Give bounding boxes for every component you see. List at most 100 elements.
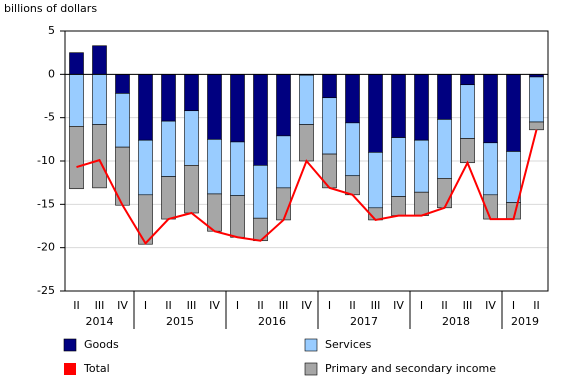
bar-segment xyxy=(299,74,314,125)
bar-segment xyxy=(207,139,222,195)
legend-label: Primary and secondary income xyxy=(325,362,496,375)
bar-segment xyxy=(69,52,84,75)
bar-segment xyxy=(161,120,176,177)
x-tick-label: III xyxy=(371,299,381,312)
bar-segment xyxy=(506,74,521,152)
bar-segment xyxy=(437,178,452,209)
bar-segment xyxy=(483,142,498,196)
bar-segment xyxy=(92,124,107,189)
legend-label: Total xyxy=(83,362,110,375)
legend-swatch xyxy=(304,338,318,352)
bar-segment xyxy=(230,74,245,143)
y-tick-label: 5 xyxy=(48,24,55,37)
y-tick-label: -15 xyxy=(37,197,55,210)
bar-segment xyxy=(161,74,176,122)
bar-segment xyxy=(161,176,176,220)
x-tick-label: II xyxy=(349,299,356,312)
bar-segment xyxy=(207,193,222,232)
x-tick-label: IV xyxy=(485,299,496,312)
x-tick-label: II xyxy=(165,299,172,312)
y-tick-label: -10 xyxy=(37,154,55,167)
bar-segment xyxy=(299,124,314,162)
bar-segment xyxy=(437,119,452,179)
bar-segment xyxy=(138,139,153,196)
bar-segment xyxy=(414,139,429,193)
bar-segment xyxy=(345,122,360,177)
x-group-label: 2015 xyxy=(166,315,194,328)
legend-label: Services xyxy=(325,338,372,351)
legend-label: Goods xyxy=(84,338,119,351)
bar-segment xyxy=(460,74,475,86)
y-axis-label: billions of dollars xyxy=(4,2,97,15)
bar-segment xyxy=(230,195,245,238)
x-group-label: 2016 xyxy=(258,315,286,328)
x-tick-label: II xyxy=(441,299,448,312)
bar-segment xyxy=(414,191,429,216)
x-tick-label: III xyxy=(95,299,105,312)
bar-segment xyxy=(184,165,199,214)
x-tick-label: IV xyxy=(209,299,220,312)
bar-segment xyxy=(414,74,429,141)
x-tick-label: IV xyxy=(117,299,128,312)
bar-segment xyxy=(368,152,383,209)
x-tick-label: I xyxy=(144,299,147,312)
x-group-label: 2018 xyxy=(442,315,470,328)
bar-segment xyxy=(391,137,406,197)
bar-segment xyxy=(460,138,475,164)
legend-swatch xyxy=(304,362,318,376)
bar-segment xyxy=(276,135,291,189)
bar-segment xyxy=(115,93,130,148)
bar-segment xyxy=(368,74,383,153)
bar-segment xyxy=(391,196,406,216)
bar-segment xyxy=(322,74,337,99)
bar-segment xyxy=(345,175,360,196)
bar-segment xyxy=(253,165,268,219)
x-tick-label: I xyxy=(512,299,515,312)
x-group-label: 2019 xyxy=(511,315,539,328)
bar-segment xyxy=(391,74,406,138)
y-tick-label: 0 xyxy=(48,67,55,80)
x-tick-label: III xyxy=(187,299,197,312)
bar-segment xyxy=(506,151,521,203)
x-tick-label: II xyxy=(257,299,264,312)
bar-segment xyxy=(184,110,199,166)
bar-segment xyxy=(69,74,84,127)
x-tick-label: III xyxy=(279,299,289,312)
y-tick-label: -25 xyxy=(37,284,55,297)
bar-segment xyxy=(115,74,130,94)
bar-segment xyxy=(483,74,498,144)
total-line xyxy=(76,129,538,245)
x-group-label: 2017 xyxy=(350,315,378,328)
bar-segment xyxy=(437,74,452,120)
x-group-label: 2014 xyxy=(86,315,114,328)
bar-segment xyxy=(529,76,544,123)
bar-segment xyxy=(253,74,268,166)
bar-segment xyxy=(322,97,337,155)
legend-swatch xyxy=(63,338,77,352)
x-tick-label: I xyxy=(236,299,239,312)
bar-segment xyxy=(92,74,107,125)
bar-segment xyxy=(460,84,475,139)
x-tick-label: I xyxy=(328,299,331,312)
bar-segment xyxy=(345,74,360,124)
bar-segment xyxy=(276,74,291,137)
y-tick-label: -5 xyxy=(44,111,55,124)
bar-segment xyxy=(184,74,199,112)
legend-swatch xyxy=(64,363,76,375)
y-tick-label: -20 xyxy=(37,241,55,254)
bar-segment xyxy=(230,141,245,196)
x-tick-label: IV xyxy=(393,299,404,312)
x-tick-label: II xyxy=(533,299,540,312)
x-tick-label: III xyxy=(463,299,473,312)
bar-segment xyxy=(69,126,84,190)
bar-segment xyxy=(529,121,544,131)
x-tick-label: IV xyxy=(301,299,312,312)
bar-segment xyxy=(138,74,153,141)
plot-frame xyxy=(64,30,549,292)
x-tick-label: II xyxy=(73,299,80,312)
bar-segment xyxy=(92,45,107,75)
x-tick-label: I xyxy=(420,299,423,312)
bar-segment xyxy=(276,187,291,221)
bar-segment xyxy=(207,74,222,140)
